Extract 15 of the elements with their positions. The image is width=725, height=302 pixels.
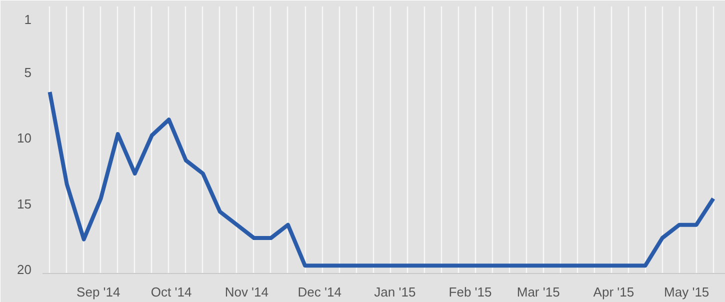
x-tick-label: Jan '15 [374,284,416,300]
y-tick-label: 15 [17,196,32,212]
x-tick-label: May '15 [664,284,710,300]
x-tick-label: Mar '15 [516,284,560,300]
line-series [48,90,716,268]
x-tick-label: Apr '15 [593,284,634,300]
x-tick-label: Sep '14 [76,284,120,300]
x-tick-label: Oct '14 [150,284,192,300]
x-tick-label: Feb '15 [448,284,492,300]
y-tick-label: 1 [24,12,32,28]
y-tick-label: 5 [24,64,32,80]
x-tick-label: Dec '14 [298,284,342,300]
y-tick-label: 20 [17,262,32,278]
y-tick-label: 10 [17,130,32,146]
x-tick-label: Nov '14 [224,284,269,300]
